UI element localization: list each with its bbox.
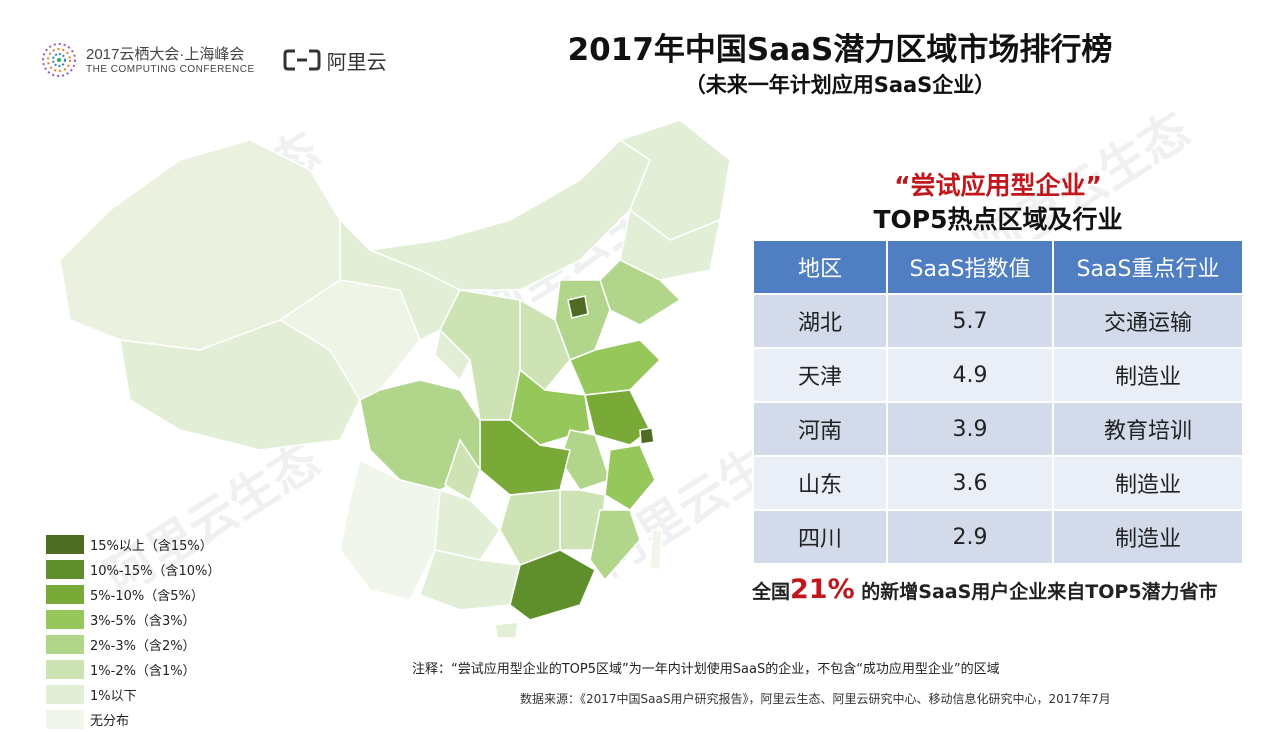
region-tianjin <box>567 295 589 319</box>
legend-item: 3%-5%（含3%） <box>46 607 220 632</box>
cell-region: 天津 <box>752 347 888 403</box>
summary-stat: 全国21% 的新增SaaS用户企业来自TOP5潜力省市 <box>752 574 1244 605</box>
aliyun-logo: 阿里云 <box>283 46 387 75</box>
conference-name: 2017云栖大会·上海峰会 <box>86 45 245 63</box>
legend-label: 3%-5%（含3%） <box>90 614 196 629</box>
legend-swatch <box>46 660 84 679</box>
header-logos: 2017云栖大会·上海峰会 THE COMPUTING CONFERENCE 阿… <box>40 40 387 80</box>
region-zhejiang <box>604 444 656 511</box>
region-ningxia <box>434 328 471 382</box>
stat-suffix: 的新增SaaS用户企业来自TOP5潜力省市 <box>854 581 1218 603</box>
aliyun-name: 阿里云 <box>326 49 387 74</box>
stat-prefix: 全国 <box>752 581 791 603</box>
data-source: 数据来源：《2017中国SaaS用户研究报告》，阿里云生态、阿里云研究中心、移动… <box>520 692 1111 706</box>
table-row: 河南 3.9 教育培训 <box>752 401 1244 457</box>
aliyun-mark-icon <box>283 49 321 71</box>
cell-industry: 制造业 <box>1052 509 1244 565</box>
legend-item: 2%-3%（含2%） <box>46 632 220 657</box>
table-header-row: 地区 SaaS指数值 SaaS重点行业 <box>752 239 1244 295</box>
page-title: 2017年中国SaaS潜力区域市场排行榜 <box>567 32 1113 68</box>
legend-swatch <box>46 610 84 629</box>
cell-region: 山东 <box>752 455 888 511</box>
legend-swatch <box>46 535 84 554</box>
region-hainan <box>494 621 519 639</box>
top5-table: 地区 SaaS指数值 SaaS重点行业 湖北 5.7 交通运输 天津 4.9 制… <box>752 239 1244 565</box>
legend-swatch <box>46 585 84 604</box>
legend-swatch <box>46 560 84 579</box>
region-shanghai <box>639 427 655 445</box>
title-block: 2017年中国SaaS潜力区域市场排行榜 （未来一年计划应用SaaS企业） <box>530 30 1150 100</box>
cell-industry: 教育培训 <box>1052 401 1244 457</box>
legend-label: 5%-10%（含5%） <box>90 589 204 604</box>
china-map-svg <box>59 119 731 639</box>
region-guangxi <box>419 549 521 611</box>
region-tibet <box>119 319 361 451</box>
page-subtitle: （未来一年计划应用SaaS企业） <box>684 73 996 97</box>
table-row: 山东 3.6 制造业 <box>752 455 1244 511</box>
cell-region: 四川 <box>752 509 888 565</box>
footnote: 注释：“尝试应用型企业的TOP5区域”为一年内计划使用SaaS的企业，不包含“成… <box>412 662 1000 677</box>
cell-industry: 制造业 <box>1052 347 1244 403</box>
cell-region: 河南 <box>752 401 888 457</box>
cell-index: 3.9 <box>886 401 1054 457</box>
column-header-industry: SaaS重点行业 <box>1052 239 1244 295</box>
cell-index: 4.9 <box>886 347 1054 403</box>
region-hubei <box>479 419 571 496</box>
legend-label: 1%以下 <box>90 689 137 704</box>
china-choropleth-map: 15%以上（含15%） 10%-15%（含10%） 5%-10%（含5%） 3%… <box>40 100 740 729</box>
table-row: 湖北 5.7 交通运输 <box>752 293 1244 349</box>
cell-industry: 交通运输 <box>1052 293 1244 349</box>
region-guizhou <box>434 488 501 561</box>
table-title-highlight: “尝试应用型企业” <box>894 171 1102 200</box>
table-row: 四川 2.9 制造业 <box>752 509 1244 565</box>
cell-index: 5.7 <box>886 293 1054 349</box>
region-fujian <box>589 509 641 582</box>
column-header-region: 地区 <box>752 239 888 295</box>
legend-item: 10%-15%（含10%） <box>46 557 220 582</box>
legend-swatch <box>46 635 84 654</box>
table-title: TOP5热点区域及行业 <box>873 205 1123 234</box>
region-inner-mongolia <box>367 139 651 291</box>
cell-region: 湖北 <box>752 293 888 349</box>
conference-dots-icon <box>42 43 76 77</box>
cell-industry: 制造业 <box>1052 455 1244 511</box>
legend-label: 10%-15%（含10%） <box>90 564 221 579</box>
legend-item: 1%-2%（含1%） <box>46 657 220 682</box>
region-guangdong <box>509 549 596 621</box>
legend-label: 15%以上（含15%） <box>90 539 213 554</box>
conference-name-en: THE COMPUTING CONFERENCE <box>86 63 255 75</box>
region-yunnan <box>339 458 441 601</box>
legend-item: 15%以上（含15%） <box>46 532 220 557</box>
legend-swatch <box>46 685 84 704</box>
region-taiwan <box>649 529 663 571</box>
column-header-index: SaaS指数值 <box>886 239 1054 295</box>
legend-item: 1%以下 <box>46 682 220 707</box>
cell-index: 3.6 <box>886 455 1054 511</box>
cell-index: 2.9 <box>886 509 1054 565</box>
legend-item: 5%-10%（含5%） <box>46 582 220 607</box>
map-legend: 15%以上（含15%） 10%-15%（含10%） 5%-10%（含5%） 3%… <box>46 532 220 732</box>
conference-logo: 2017云栖大会·上海峰会 THE COMPUTING CONFERENCE <box>40 41 255 79</box>
region-sichuan <box>359 379 481 491</box>
legend-label: 1%-2%（含1%） <box>90 664 196 679</box>
legend-label: 2%-3%（含2%） <box>90 639 196 654</box>
stat-value: 21% <box>790 574 855 605</box>
table-row: 天津 4.9 制造业 <box>752 347 1244 403</box>
